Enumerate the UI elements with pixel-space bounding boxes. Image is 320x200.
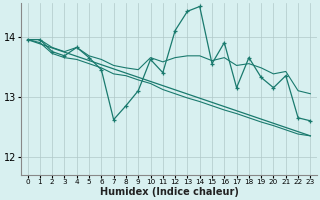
X-axis label: Humidex (Indice chaleur): Humidex (Indice chaleur) bbox=[100, 187, 238, 197]
